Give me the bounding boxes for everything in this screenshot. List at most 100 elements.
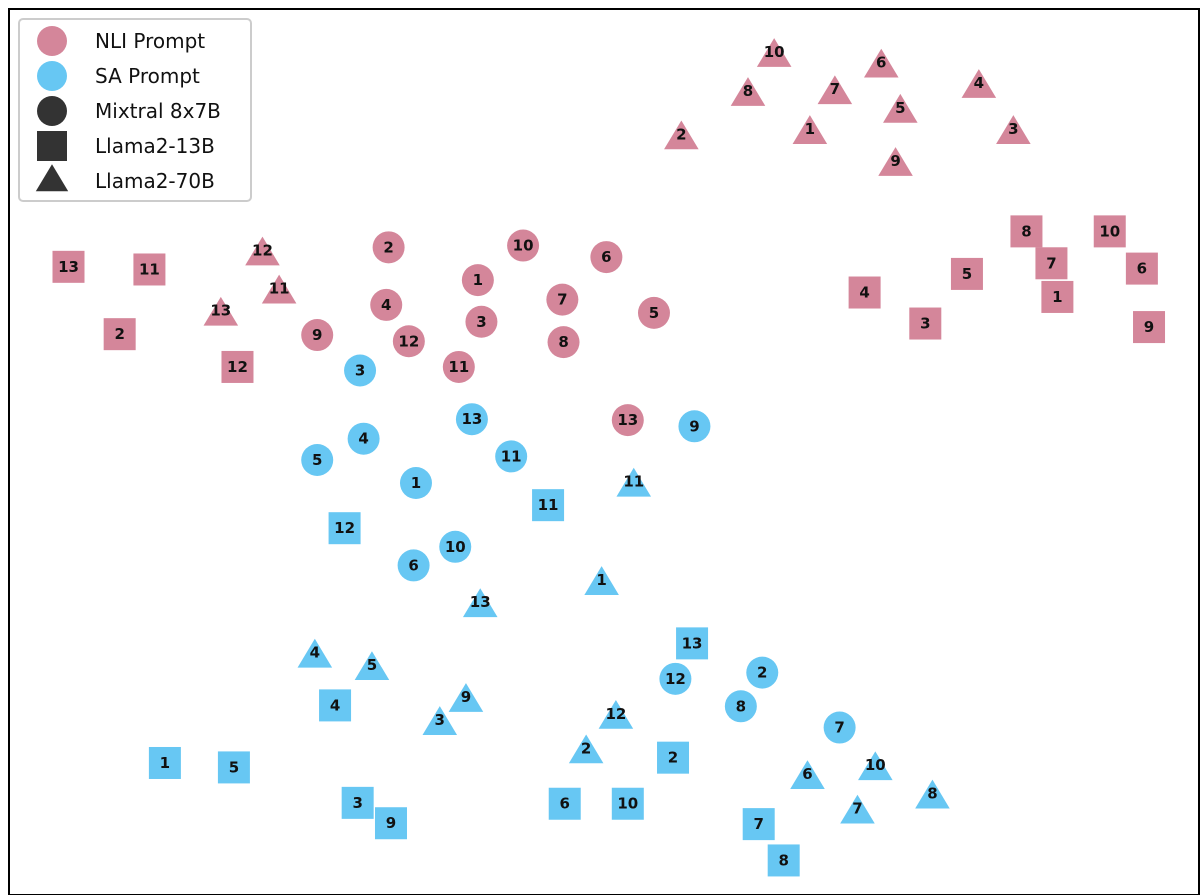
data-point-marker <box>1125 252 1158 285</box>
data-point-label: 4 <box>381 296 391 314</box>
data-point-label: 10 <box>513 237 534 255</box>
data-point-marker <box>495 440 528 473</box>
data-point-label: 8 <box>1021 222 1031 240</box>
data-point-label: 2 <box>383 238 393 256</box>
data-point-label: 12 <box>398 332 419 350</box>
data-point-label: 11 <box>538 496 559 514</box>
data-point-label: 4 <box>358 430 368 448</box>
data-point-label: 8 <box>743 82 753 100</box>
data-point-marker <box>883 93 918 123</box>
data-point-marker <box>203 296 239 326</box>
legend-box <box>18 18 252 202</box>
data-point-marker <box>590 241 623 274</box>
data-point-label: 1 <box>805 120 815 138</box>
data-point-label: 11 <box>501 447 522 465</box>
data-point-marker <box>448 683 484 712</box>
data-point-marker <box>341 786 374 819</box>
data-point-label: 9 <box>461 688 471 706</box>
data-point-label: 12 <box>227 358 248 376</box>
legend-marker-circle <box>37 96 67 126</box>
data-point-marker <box>465 305 498 338</box>
data-point-marker <box>301 443 334 476</box>
data-point-label: 11 <box>623 473 644 491</box>
data-point-marker <box>678 410 711 443</box>
data-point-label: 9 <box>386 814 396 832</box>
data-point-marker <box>1041 280 1074 313</box>
legend-label: NLI Prompt <box>95 29 205 53</box>
data-point-marker <box>370 288 403 321</box>
data-point-label: 7 <box>852 800 862 818</box>
data-point-marker <box>611 787 644 820</box>
data-point-label: 11 <box>139 260 160 278</box>
data-point-marker <box>1093 215 1126 248</box>
data-point-marker <box>756 38 792 67</box>
data-point-label: 12 <box>605 705 626 723</box>
legend-item: Llama2-70B <box>35 164 215 193</box>
data-point-marker <box>724 690 757 723</box>
data-point-label: 5 <box>649 304 659 322</box>
legend-item: SA Prompt <box>37 61 200 91</box>
data-point-label: 5 <box>962 265 972 283</box>
data-point-label: 8 <box>927 785 937 803</box>
legend-label: Mixtral 8x7B <box>95 99 221 123</box>
data-point-label: 10 <box>764 43 785 61</box>
legend: NLI Prompt SA Prompt Mixtral 8x7B Llama2-13… <box>18 18 252 202</box>
legend-label: Llama2-70B <box>95 169 215 193</box>
data-point-label: 10 <box>445 538 466 556</box>
legend-item: Llama2-13B <box>37 131 215 161</box>
data-point-marker <box>568 734 604 764</box>
data-point-marker <box>354 651 390 681</box>
data-point-label: 9 <box>689 417 699 435</box>
data-point-marker <box>462 588 498 618</box>
data-point-marker <box>532 489 565 522</box>
data-point-label: 6 <box>876 54 886 72</box>
data-point-label: 2 <box>676 125 686 143</box>
data-point-marker <box>507 229 540 262</box>
data-point-label: 7 <box>557 291 567 309</box>
data-point-label: 1 <box>411 474 421 492</box>
data-point-label: 2 <box>757 664 767 682</box>
data-point-label: 2 <box>581 739 591 757</box>
legend-item: NLI Prompt <box>37 26 205 56</box>
data-point-label: 10 <box>1099 222 1120 240</box>
data-point-marker <box>397 549 430 582</box>
data-point-marker <box>584 566 619 595</box>
data-point-marker <box>548 787 581 820</box>
data-point-label: 9 <box>1144 318 1154 336</box>
data-point-label: 9 <box>890 152 900 170</box>
data-point-marker <box>399 467 432 500</box>
data-point-marker <box>664 120 699 150</box>
data-point-marker <box>347 422 380 455</box>
data-point-marker <box>301 319 334 352</box>
data-point-marker <box>455 403 488 436</box>
data-point-marker <box>372 231 405 264</box>
data-point-label: 3 <box>476 313 486 331</box>
data-point-marker <box>767 844 800 877</box>
data-point-marker <box>598 699 634 729</box>
data-point-marker <box>422 706 458 735</box>
data-point-label: 13 <box>210 302 231 320</box>
data-point-marker <box>848 276 881 309</box>
data-point-marker <box>52 250 85 283</box>
data-point-label: 4 <box>330 696 340 714</box>
data-point-label: 1 <box>160 754 170 772</box>
data-point-label: 5 <box>895 99 905 117</box>
data-point-label: 7 <box>1046 254 1056 272</box>
data-point-marker <box>261 274 297 304</box>
legend-marker-triangle <box>35 164 69 192</box>
data-point-label: 2 <box>668 749 678 767</box>
data-point-marker <box>792 115 828 144</box>
data-point-label: 13 <box>617 411 638 429</box>
data-point-marker <box>374 807 407 840</box>
data-point-marker <box>915 779 950 809</box>
data-point-label: 6 <box>802 765 812 783</box>
data-point-label: 12 <box>665 670 686 688</box>
data-point-marker <box>221 350 254 383</box>
data-point-marker <box>319 689 352 722</box>
data-point-label: 6 <box>408 556 418 574</box>
